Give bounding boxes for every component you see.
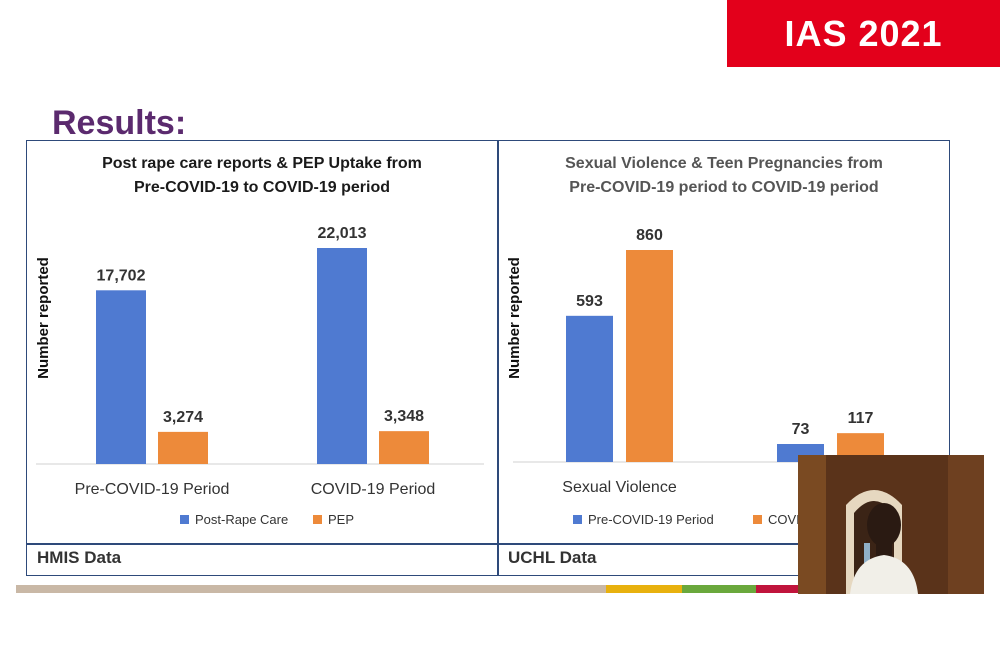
data-label: 73 [792, 421, 810, 438]
left-data-source: HMIS Data [37, 548, 122, 567]
bar-covi-0 [626, 250, 673, 462]
panel-divider [497, 140, 499, 576]
data-label: 17,702 [97, 267, 146, 284]
left-bar-chart: Number reported 17,702 3,274 Pre-COVID-19 P… [35, 225, 484, 527]
right-title-line-1: Sexual Violence & Teen Pregnancies from [565, 155, 883, 172]
data-label: 3,348 [384, 408, 424, 425]
legend-label: PEP [328, 512, 354, 527]
data-label: 860 [636, 227, 663, 244]
y-axis-label: Number reported [506, 257, 523, 379]
left-title-line-2: Pre-COVID-19 to COVID-19 period [133, 179, 391, 196]
y-axis-label: Number reported [35, 257, 52, 379]
left-title-line-1: Post rape care reports & PEP Uptake from [102, 155, 422, 172]
conference-badge: IAS 2021 [727, 0, 1000, 67]
category-label: COVID-19 Period [311, 481, 436, 498]
color-strip-yellow [606, 585, 682, 593]
right-data-source: UCHL Data [508, 548, 597, 567]
data-label: 3,274 [163, 409, 203, 426]
data-label: 117 [848, 410, 874, 427]
right-title-line-2: Pre-COVID-19 period to COVID-19 period [569, 179, 879, 196]
badge-text: IAS 2021 [784, 12, 943, 54]
color-strip-green [682, 585, 756, 593]
legend-swatch [753, 515, 762, 524]
legend-label: COVI [768, 512, 800, 527]
category-label: Sexual Violence [562, 479, 677, 496]
results-frame [26, 140, 950, 576]
bar-pre-covid-19-period-0 [566, 315, 613, 462]
category-label: Pre-COVID-19 Period [75, 481, 230, 498]
legend-swatch [180, 515, 189, 524]
right-chart-title: Sexual Violence & Teen Pregnancies from … [499, 152, 949, 200]
left-chart-title: Post rape care reports & PEP Uptake from… [28, 152, 496, 200]
color-strip-tan [16, 585, 606, 593]
results-heading: Results: [52, 104, 187, 142]
legend-label: Post-Rape Care [195, 512, 288, 527]
legend-label: Pre-COVID-19 Period [588, 512, 714, 527]
footer-divider [26, 543, 950, 545]
bar-post-rape-care-0 [96, 290, 146, 464]
color-strip-red [756, 585, 800, 593]
presenter-image [798, 455, 984, 594]
legend-swatch [313, 515, 322, 524]
data-label: 593 [576, 293, 603, 310]
bar-pep-0 [158, 431, 208, 464]
legend-swatch [573, 515, 582, 524]
data-label: 22,013 [318, 225, 367, 242]
bar-pep-1 [379, 431, 429, 464]
presenter-video [798, 455, 984, 594]
bar-post-rape-care-1 [317, 248, 367, 464]
